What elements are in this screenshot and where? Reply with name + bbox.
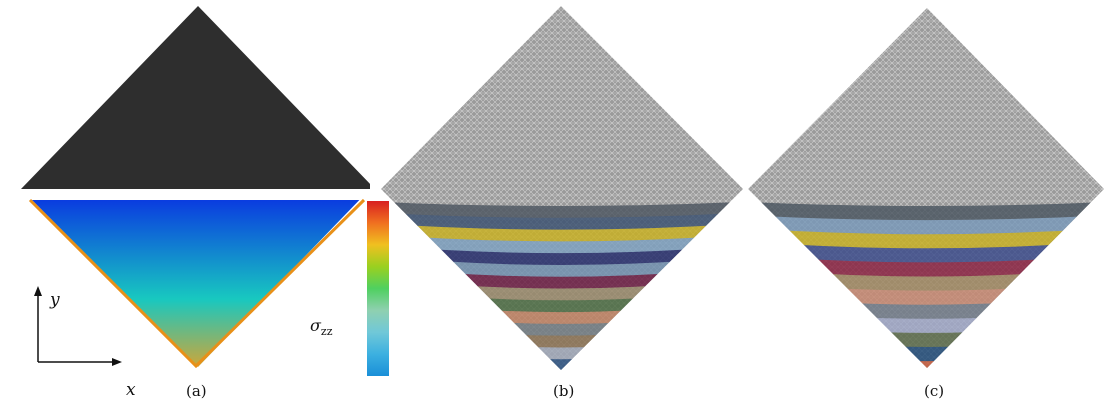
sigma-symbol: σ [310,316,321,335]
caption-b: (b) [553,382,574,400]
colorbar-label: σzz [310,316,333,338]
panel-b-layers [375,0,750,411]
mesh-overlay [375,0,750,380]
panel-a-stress-field [0,0,370,411]
mesh-overlay [745,0,1105,380]
y-arrowhead [34,286,42,296]
caption-a: (a) [186,382,207,400]
panel-c-layers [745,0,1105,411]
y-axis-label: y [50,290,60,310]
caption-c: (c) [924,382,944,400]
x-arrowhead [112,358,122,366]
x-axis-label: x [126,380,136,400]
sigma-subscript: zz [321,325,333,338]
unfilled-region [21,6,370,189]
